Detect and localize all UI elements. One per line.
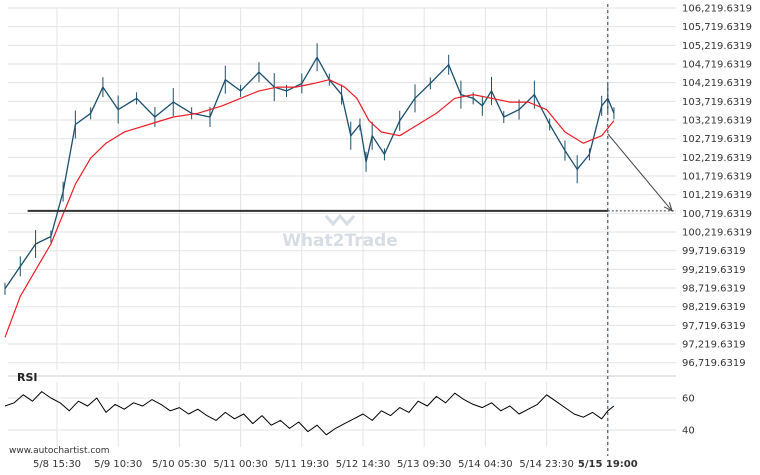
time-axis-label: 5/12 14:30: [336, 459, 390, 470]
price-axis-label: 104,719.6319: [682, 60, 752, 71]
moving-average-series: [4, 79, 615, 338]
time-axis-label: 5/8 15:30: [33, 459, 81, 470]
rsi-title: RSI: [17, 371, 38, 384]
projection-arrow-head: [663, 202, 673, 212]
time-axis-label: 5/10 05:30: [152, 459, 206, 470]
price-axis-label: 104,219.6319: [682, 78, 752, 89]
price-axis-label: 100,219.6319: [682, 228, 752, 239]
price-axis-label: 99,719.6319: [682, 246, 746, 257]
source-credit: www.autochartist.com: [9, 446, 110, 456]
rsi-grid: [8, 382, 676, 447]
watermark-text: What2Trade: [282, 231, 398, 251]
price-axis-label: 99,219.6319: [682, 265, 746, 276]
price-axis-label: 105,219.6319: [682, 41, 752, 52]
watermark: What2Trade: [282, 213, 398, 251]
price-axis-label: 100,719.6319: [682, 209, 752, 220]
rsi-axis-label: 40: [682, 426, 695, 437]
price-axis-label: 106,219.6319: [682, 4, 752, 15]
time-axis-label: 5/11 19:30: [275, 459, 329, 470]
price-axis-label: 105,719.6319: [682, 22, 752, 33]
moving-average-line: [4, 79, 615, 338]
price-axis-label: 103,719.6319: [682, 97, 752, 108]
price-axis-label: 97,219.6319: [682, 340, 746, 351]
price-axis-label: 102,219.6319: [682, 153, 752, 164]
time-axis-label: 5/14 23:30: [519, 459, 573, 470]
price-axis-label: 96,719.6319: [682, 358, 746, 369]
price-axis-label: 103,219.6319: [682, 116, 752, 127]
price-axis-label: 101,719.6319: [682, 172, 752, 183]
rsi-line: [4, 391, 615, 436]
time-axis-labels: 5/8 15:30 5/9 10:30 5/10 05:30 5/11 00:30 5/…: [33, 459, 638, 470]
rsi-axis-label: 60: [682, 394, 695, 405]
time-axis-label: 5/15 19:00: [578, 459, 638, 470]
price-axis-label: 101,219.6319: [682, 190, 752, 201]
time-axis-label: 5/9 10:30: [94, 459, 142, 470]
time-axis-label: 5/13 09:30: [397, 459, 451, 470]
time-axis-label: 5/14 04:30: [458, 459, 512, 470]
watermark-logo-icon: [324, 213, 356, 227]
price-axis-label: 98,719.6319: [682, 284, 746, 295]
rsi-axis-labels: 60 40: [682, 394, 695, 437]
price-axis-label: 102,719.6319: [682, 134, 752, 145]
price-axis-label: 98,219.6319: [682, 302, 746, 313]
projection-arrow-line: [607, 133, 673, 212]
price-axis-labels: 106,219.6319 105,719.6319 105,219.6319 104,…: [682, 4, 752, 370]
rsi-series: [4, 391, 615, 436]
price-axis-label: 97,719.6319: [682, 321, 746, 332]
time-axis-label: 5/11 00:30: [213, 459, 267, 470]
projection-arrow: [607, 133, 673, 212]
